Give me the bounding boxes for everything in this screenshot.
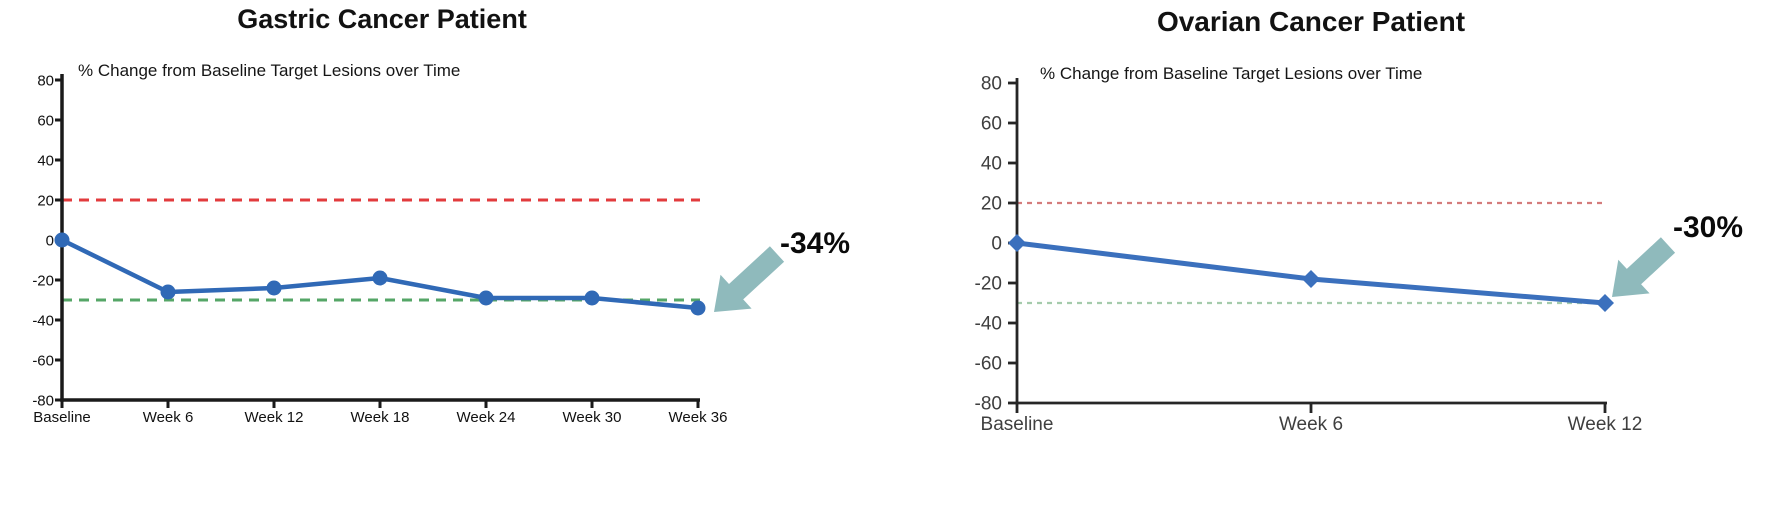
data-point — [1008, 234, 1026, 252]
data-point — [372, 270, 388, 286]
y-tick-label: 80 — [981, 74, 1002, 95]
data-point — [1596, 294, 1614, 312]
data-point — [478, 290, 494, 306]
chart-title-ovarian: Ovarian Cancer Patient — [1156, 6, 1466, 37]
y-tick-label: -20 — [975, 274, 1002, 295]
x-tick-label: Week 6 — [1279, 414, 1343, 435]
x-tick-label: Week 36 — [669, 409, 728, 426]
annotation-label-gastric: -34% — [780, 227, 851, 260]
x-tick-label: Week 12 — [245, 409, 304, 426]
y-tick-label: 20 — [37, 192, 54, 209]
data-point — [584, 290, 600, 306]
y-tick-label: -80 — [975, 394, 1002, 415]
x-tick-label: Week 6 — [143, 409, 194, 426]
y-tick-label: -80 — [32, 392, 54, 409]
y-tick-label: 0 — [991, 234, 1002, 255]
chart-subtitle-gastric: % Change from Baseline Target Lesions ov… — [78, 61, 461, 80]
y-tick-label: -40 — [32, 312, 54, 329]
x-tick-label: Baseline — [981, 414, 1054, 435]
x-tick-label: Week 24 — [457, 409, 516, 426]
annotation-arrow-icon — [714, 246, 785, 312]
data-point — [1302, 270, 1320, 288]
annotation-label-ovarian: -30% — [1673, 211, 1744, 244]
y-tick-label: 80 — [37, 72, 54, 89]
data-point — [690, 300, 706, 316]
x-tick-label: Week 18 — [351, 409, 410, 426]
y-tick-label: 40 — [981, 154, 1002, 175]
y-tick-label: -40 — [975, 314, 1002, 335]
x-tick-label: Week 30 — [563, 409, 622, 426]
y-tick-label: 60 — [37, 112, 54, 129]
y-tick-label: -60 — [32, 352, 54, 369]
y-tick-label: 40 — [37, 152, 54, 169]
annotation-arrow-icon — [1612, 237, 1676, 297]
data-point — [160, 284, 176, 300]
y-tick-label: 0 — [46, 232, 54, 249]
y-tick-label: -20 — [32, 272, 54, 289]
chart-title-gastric: Gastric Cancer Patient — [237, 4, 527, 34]
data-point — [54, 232, 70, 248]
y-tick-label: -60 — [975, 354, 1002, 375]
x-tick-label: Baseline — [33, 409, 91, 426]
chart-subtitle-ovarian: % Change from Baseline Target Lesions ov… — [1040, 64, 1423, 83]
y-tick-label: 20 — [981, 194, 1002, 215]
y-tick-label: 60 — [981, 114, 1002, 135]
x-tick-label: Week 12 — [1568, 414, 1643, 435]
data-point — [266, 280, 282, 296]
